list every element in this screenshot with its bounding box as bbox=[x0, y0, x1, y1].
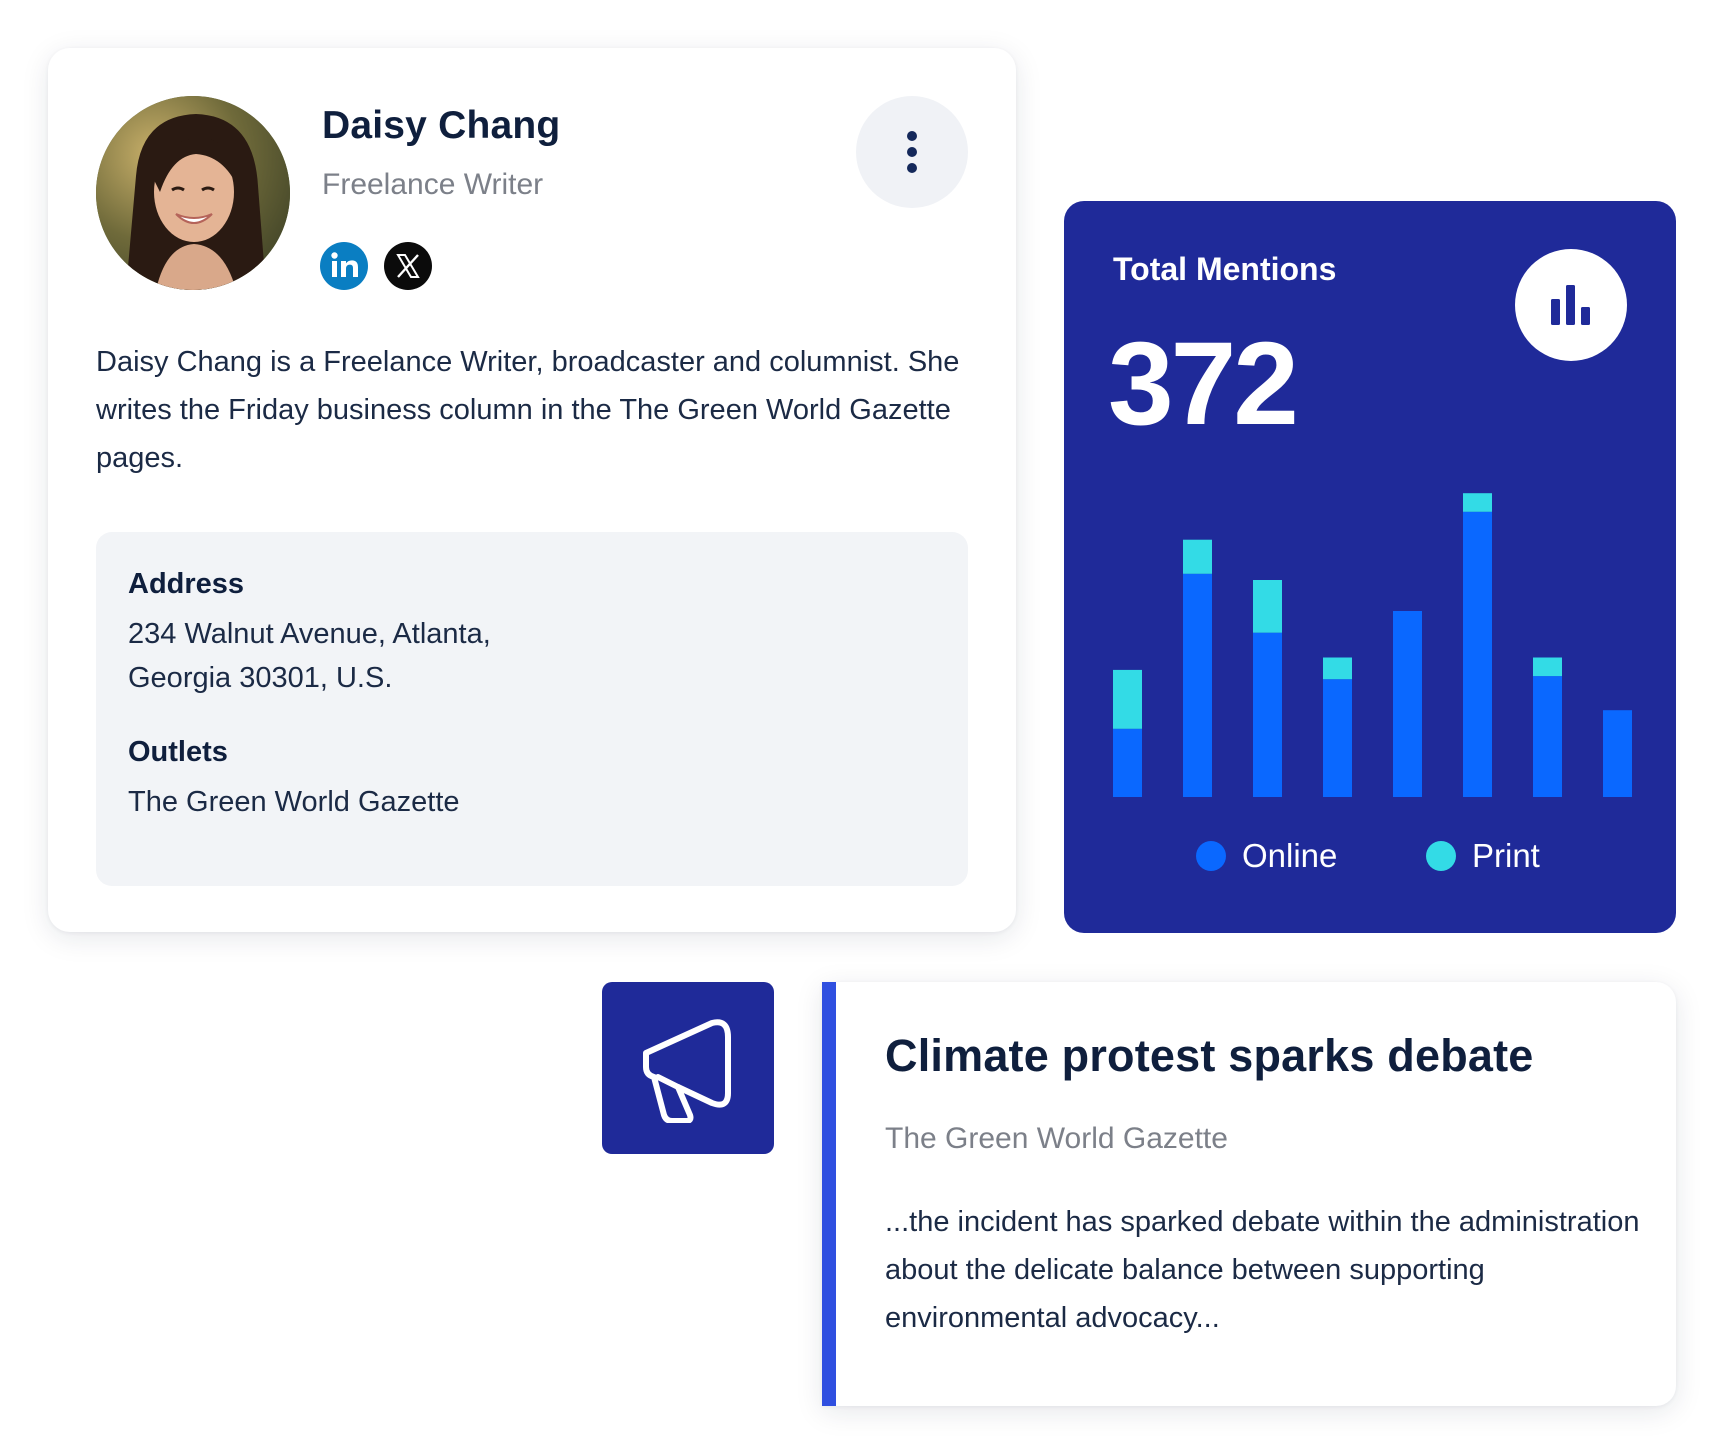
bar-online-6 bbox=[1463, 511, 1492, 797]
bar-print-7 bbox=[1533, 657, 1562, 677]
address-line-1: 234 Walnut Avenue, Atlanta, bbox=[128, 618, 491, 650]
outlets-label: Outlets bbox=[128, 736, 228, 768]
bar-print-2 bbox=[1183, 539, 1212, 574]
profile-name: Daisy Chang bbox=[322, 104, 561, 147]
bar-online-5 bbox=[1393, 611, 1422, 797]
legend-print-label: Print bbox=[1472, 837, 1540, 874]
bar-online-2 bbox=[1183, 573, 1212, 797]
bar-print-4 bbox=[1323, 657, 1352, 680]
bar-online-3 bbox=[1253, 632, 1282, 797]
bar-print-3 bbox=[1253, 580, 1282, 633]
x-glyph bbox=[396, 254, 420, 278]
avatar-photo bbox=[96, 96, 290, 290]
bar-print-6 bbox=[1463, 493, 1492, 512]
more-vertical-icon bbox=[907, 131, 917, 173]
profile-bio: Daisy Chang is a Freelance Writer, broad… bbox=[96, 346, 960, 474]
linkedin-icon[interactable] bbox=[320, 242, 368, 290]
more-options-button[interactable] bbox=[856, 96, 968, 208]
bar-print-1 bbox=[1113, 669, 1142, 729]
mentions-card: Total Mentions 372 Online Print bbox=[1064, 201, 1676, 933]
article-accent-bar bbox=[822, 982, 836, 1406]
legend-print-swatch bbox=[1426, 841, 1456, 871]
legend-print: Print bbox=[1426, 837, 1540, 875]
bar-chart-icon bbox=[1551, 285, 1590, 325]
profile-role: Freelance Writer bbox=[322, 168, 544, 201]
bar-online-7 bbox=[1533, 676, 1562, 797]
x-icon[interactable] bbox=[384, 242, 432, 290]
avatar[interactable] bbox=[96, 96, 290, 290]
profile-card: Daisy Chang Freelance Writer Daisy Chang… bbox=[48, 48, 1016, 932]
bar-online-4 bbox=[1323, 679, 1352, 797]
outlets-value: The Green World Gazette bbox=[128, 786, 460, 818]
social-links bbox=[320, 242, 432, 290]
mentions-total: 372 bbox=[1108, 318, 1299, 450]
article-title[interactable]: Climate protest sparks debate bbox=[885, 1030, 1534, 1081]
legend-online-swatch bbox=[1196, 841, 1226, 871]
legend-online: Online bbox=[1196, 837, 1337, 875]
article-excerpt: ...the incident has sparked debate withi… bbox=[885, 1206, 1640, 1334]
address-label: Address bbox=[128, 568, 245, 600]
details-panel: Address 234 Walnut Avenue, Atlanta, Geor… bbox=[96, 532, 968, 886]
article-source: The Green World Gazette bbox=[885, 1122, 1228, 1155]
address-line-2: Georgia 30301, U.S. bbox=[128, 662, 393, 694]
bar-online-1 bbox=[1113, 728, 1142, 797]
megaphone-tile[interactable] bbox=[602, 982, 774, 1154]
megaphone-icon bbox=[643, 1019, 731, 1123]
legend-online-label: Online bbox=[1242, 837, 1338, 874]
mentions-title: Total Mentions bbox=[1113, 251, 1337, 287]
mentions-bar-chart bbox=[1113, 493, 1632, 797]
chart-button[interactable] bbox=[1515, 249, 1627, 361]
linkedin-glyph bbox=[331, 252, 358, 277]
article-card[interactable]: Climate protest sparks debate The Green … bbox=[822, 982, 1676, 1406]
bar-online-8 bbox=[1603, 710, 1632, 797]
